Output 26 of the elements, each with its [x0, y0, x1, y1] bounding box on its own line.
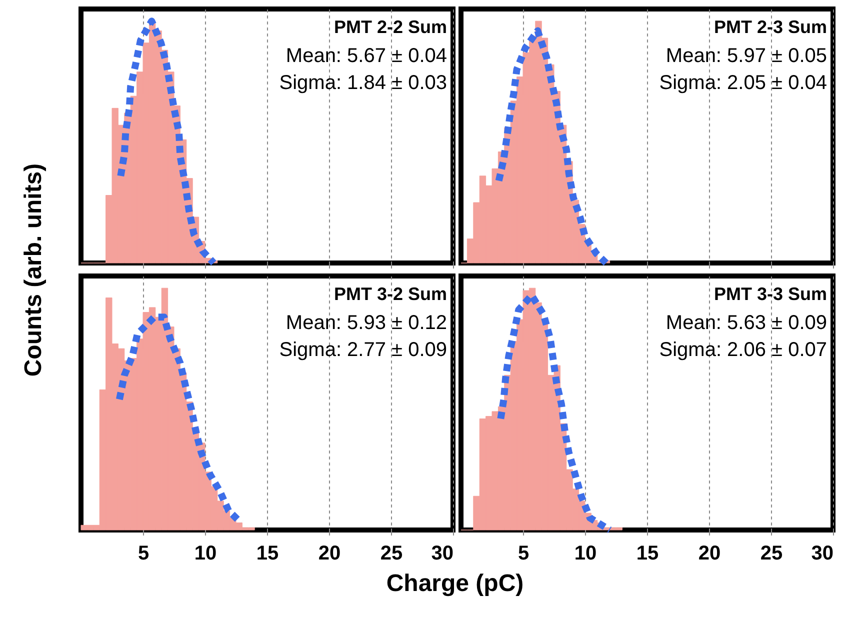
annotation: Mean: 5.67 ± 0.04 [286, 45, 447, 67]
y-axis-title: Counts (arb. units) [20, 163, 48, 377]
x-tick-label: 15 [636, 542, 659, 564]
x-tick-label: 30 [431, 542, 454, 564]
x-tick-label: 20 [318, 542, 341, 564]
x-tick-label: 20 [698, 542, 721, 564]
x-tick-label: 10 [574, 542, 597, 564]
annotation: Sigma: 2.05 ± 0.04 [659, 72, 827, 94]
annotation: Sigma: 1.84 ± 0.03 [279, 72, 447, 94]
x-tick-label: 25 [380, 542, 403, 564]
x-tick-label: 5 [138, 542, 150, 564]
x-tick-label: 10 [194, 542, 217, 564]
annotation: Mean: 5.97 ± 0.05 [666, 45, 827, 67]
annotation: Sigma: 2.77 ± 0.09 [279, 339, 447, 361]
x-tick-label: 5 [518, 542, 530, 564]
x-axis-title: Charge (pC) [386, 570, 524, 598]
annotation: Mean: 5.93 ± 0.12 [286, 312, 447, 334]
x-tick-label: 15 [256, 542, 279, 564]
x-tick-label: 30 [811, 542, 834, 564]
annotation: Sigma: 2.06 ± 0.07 [659, 339, 827, 361]
x-tick-label: 25 [760, 542, 783, 564]
chart-title: PMT 2-2 Sum [334, 17, 447, 37]
chart-title: PMT 3-2 Sum [334, 284, 447, 304]
chart-title: PMT 3-3 Sum [714, 284, 827, 304]
chart-title: PMT 2-3 Sum [714, 17, 827, 37]
annotation: Mean: 5.63 ± 0.09 [666, 312, 827, 334]
